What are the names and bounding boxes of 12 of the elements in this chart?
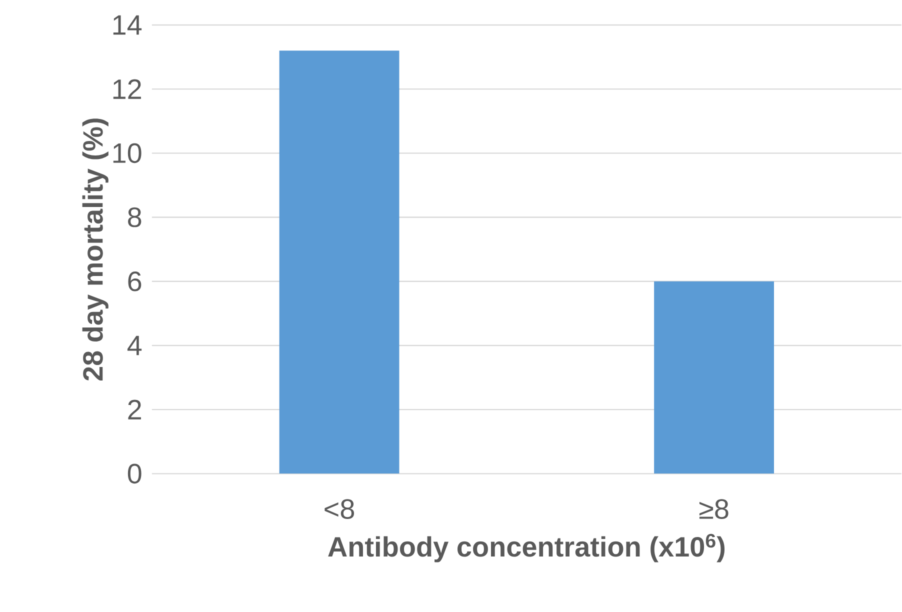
x-tick-label: <8	[324, 499, 354, 520]
y-tick-label: 0	[128, 464, 142, 484]
y-tick-label: 4	[127, 336, 142, 356]
y-tick-label: 6	[128, 272, 142, 292]
y-tick-label: 12	[113, 80, 141, 100]
y-tick-label: 8	[128, 208, 142, 228]
y-axis-title: 28 day mortality (%)	[82, 118, 108, 381]
y-tick-label: 10	[113, 143, 142, 164]
x-tick-label: ≥8	[699, 499, 728, 520]
y-tick-label: 2	[128, 400, 141, 420]
x-axis-title: Antibody concentration (x10$^{6}$)	[328, 534, 725, 562]
y-tick-label: 14	[113, 16, 142, 35]
